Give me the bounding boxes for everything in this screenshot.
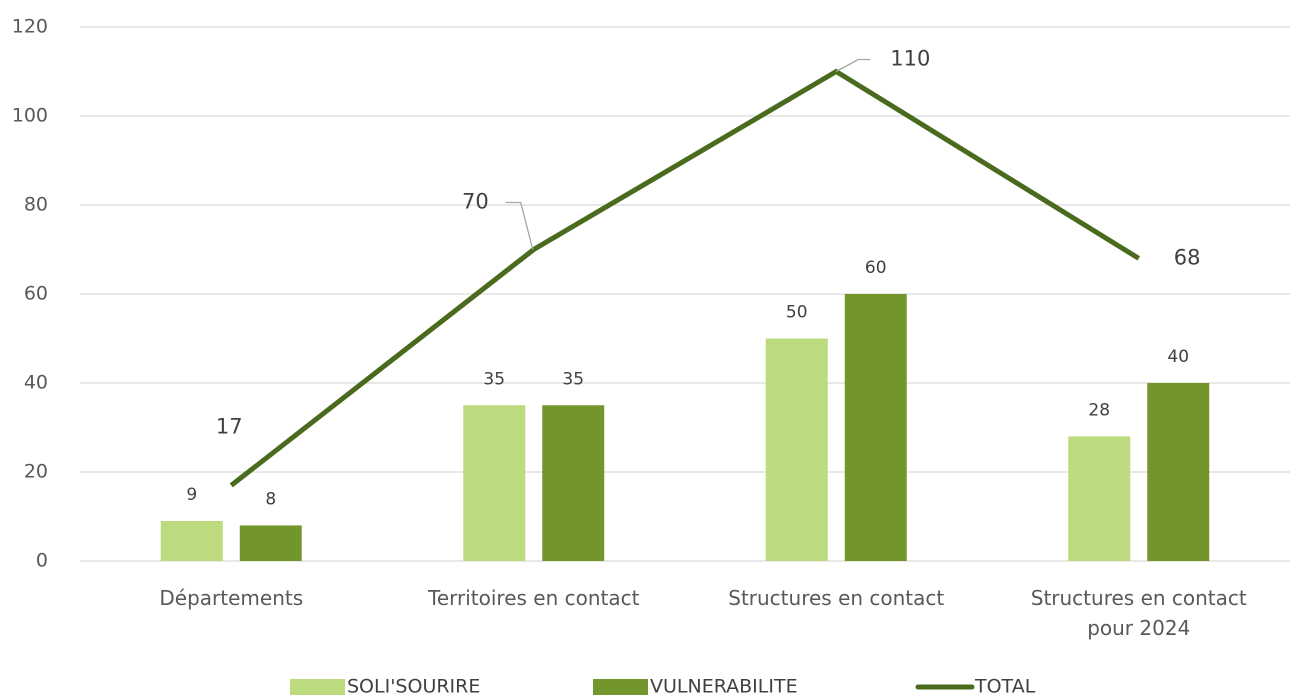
legend-label: VULNERABILITE: [650, 676, 798, 698]
data-label: 8: [265, 489, 276, 509]
data-label: 28: [1088, 400, 1110, 420]
y-tick-label: 40: [24, 372, 48, 394]
bar: [844, 294, 907, 561]
data-label: 70: [462, 190, 489, 214]
legend-swatch: [593, 679, 648, 695]
y-tick-label: 60: [24, 283, 48, 305]
data-label: 35: [562, 369, 584, 389]
legend-swatch: [290, 679, 345, 695]
data-label: 40: [1167, 347, 1189, 367]
line: [229, 68, 1141, 488]
data-label: 50: [786, 303, 808, 323]
y-tick-label: 20: [24, 461, 48, 483]
data-label: 9: [186, 485, 197, 505]
data-label: 110: [890, 47, 930, 71]
x-tick-label: Départements: [159, 586, 304, 610]
x-tick-label: Territoires en contact: [428, 586, 640, 610]
data-label: 60: [865, 258, 887, 278]
y-tick-label: 0: [36, 550, 48, 572]
bar: [239, 525, 302, 561]
y-tick-label: 80: [24, 194, 48, 216]
bar: [463, 405, 526, 561]
leader-line: [505, 201, 534, 250]
x-tick-label: Structures en contact pour 2024: [1030, 586, 1247, 640]
leader-line: [835, 58, 871, 73]
data-label: 17: [216, 414, 243, 438]
y-tick-label: 120: [12, 16, 48, 38]
data-label: 35: [483, 369, 505, 389]
data-label: 68: [1174, 245, 1201, 269]
x-tick-label: Structures en contact: [728, 586, 945, 610]
bar: [1068, 436, 1131, 561]
y-tick-label: 100: [12, 105, 48, 127]
bar: [542, 405, 605, 561]
legend-label: TOTAL: [974, 676, 1036, 698]
bar: [160, 520, 223, 561]
legend-label: SOLI'SOURIRE: [347, 676, 480, 698]
bar: [1147, 383, 1210, 561]
bar: [765, 338, 828, 561]
